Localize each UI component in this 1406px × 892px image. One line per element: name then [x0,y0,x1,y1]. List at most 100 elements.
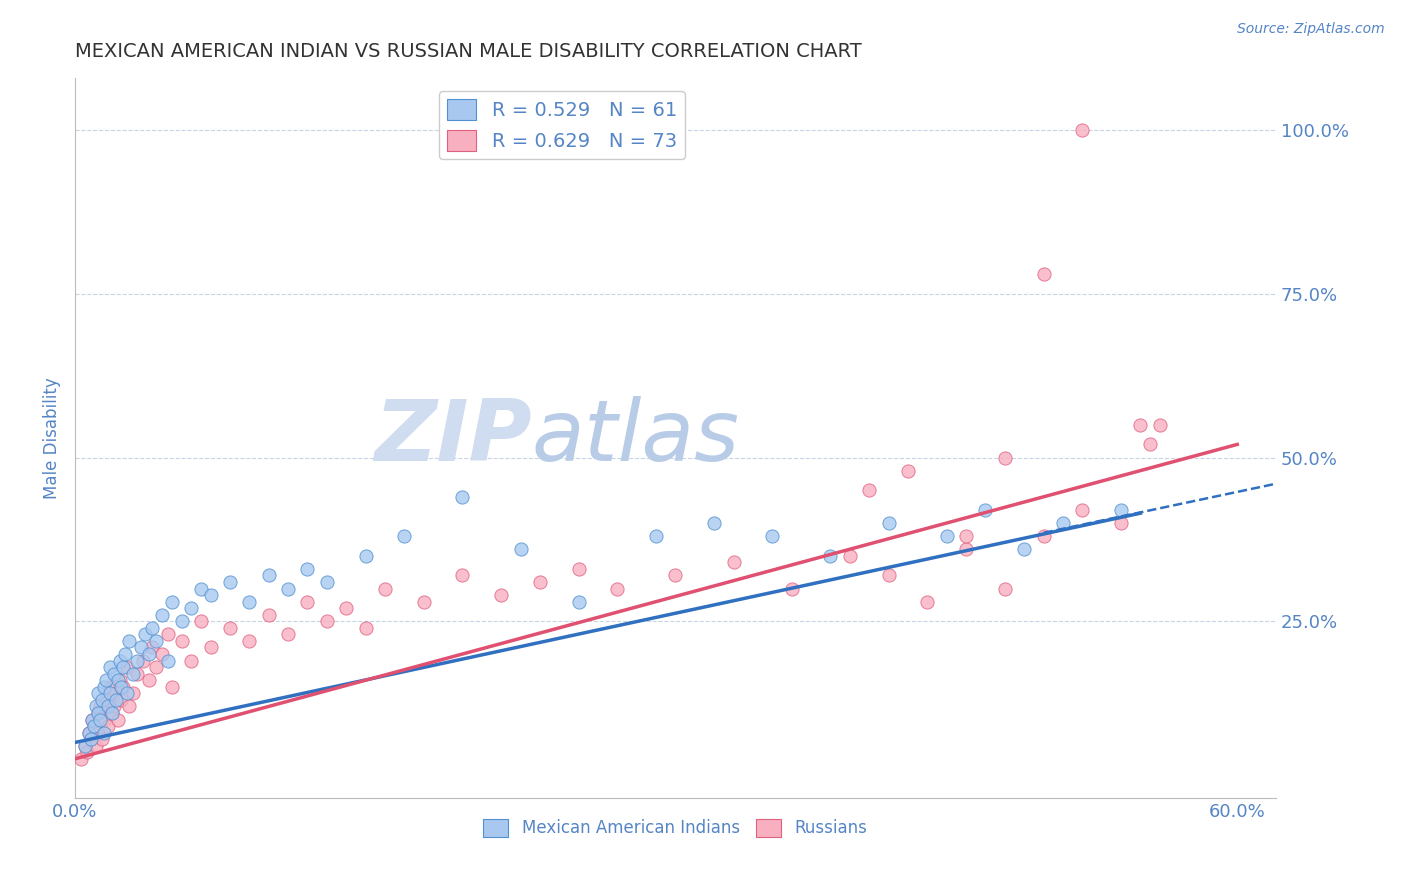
Point [87,706,110,720]
Point [200,588,222,602]
Point [257,568,280,582]
Point [190,615,212,629]
Point [112,660,135,674]
Point [69,752,91,766]
Y-axis label: Male Disability: Male Disability [44,377,60,499]
Point [91,693,114,707]
Point [190,582,212,596]
Point [103,666,125,681]
Point [838,549,860,563]
Point [82,713,104,727]
Point [76,745,98,759]
Point [86,699,108,714]
Point [180,654,202,668]
Point [170,634,193,648]
Point [529,574,551,589]
Point [994,450,1017,465]
Text: MEXICAN AMERICAN INDIAN VS RUSSIAN MALE DISABILITY CORRELATION CHART: MEXICAN AMERICAN INDIAN VS RUSSIAN MALE … [75,42,862,61]
Point [955,542,977,557]
Point [108,654,131,668]
Point [160,680,183,694]
Point [1071,503,1094,517]
Point [568,562,591,576]
Point [101,706,124,720]
Point [451,568,474,582]
Point [219,621,242,635]
Point [219,574,242,589]
Point [125,654,148,668]
Text: atlas: atlas [531,396,740,479]
Point [86,739,108,753]
Point [955,529,977,543]
Point [170,615,193,629]
Point [315,615,337,629]
Point [1139,437,1161,451]
Point [994,582,1017,596]
Point [93,725,115,739]
Text: Source: ZipAtlas.com: Source: ZipAtlas.com [1237,22,1385,37]
Point [91,732,114,747]
Point [1109,516,1132,530]
Point [98,660,121,674]
Point [107,673,129,688]
Point [1129,417,1152,432]
Point [77,725,100,739]
Point [238,594,260,608]
Point [200,640,222,655]
Point [703,516,725,530]
Point [82,713,104,727]
Point [877,568,900,582]
Point [79,732,101,747]
Point [257,607,280,622]
Point [89,699,111,714]
Point [150,607,173,622]
Point [568,594,591,608]
Point [664,568,686,582]
Point [645,529,668,543]
Point [87,725,110,739]
Point [104,686,127,700]
Point [606,582,628,596]
Point [394,529,416,543]
Point [1032,267,1054,281]
Point [354,621,377,635]
Point [315,574,337,589]
Point [917,594,939,608]
Point [132,654,155,668]
Point [114,647,136,661]
Point [723,555,745,569]
Point [122,686,145,700]
Point [858,483,880,498]
Point [125,666,148,681]
Point [108,673,131,688]
Point [489,588,512,602]
Point [1012,542,1035,557]
Point [156,654,179,668]
Point [820,549,842,563]
Point [412,594,434,608]
Point [122,666,145,681]
Point [297,594,319,608]
Point [974,503,997,517]
Point [79,732,101,747]
Point [104,693,127,707]
Point [156,627,179,641]
Point [98,686,121,700]
Point [134,627,156,641]
Point [103,699,125,714]
Point [93,680,115,694]
Point [87,706,110,720]
Point [73,739,96,753]
Point [1149,417,1171,432]
Point [110,680,132,694]
Point [145,660,167,674]
Point [509,542,531,557]
Point [93,713,115,727]
Point [897,464,920,478]
Point [97,719,120,733]
Point [87,686,110,700]
Point [94,693,117,707]
Point [107,713,129,727]
Point [238,634,260,648]
Point [89,713,111,727]
